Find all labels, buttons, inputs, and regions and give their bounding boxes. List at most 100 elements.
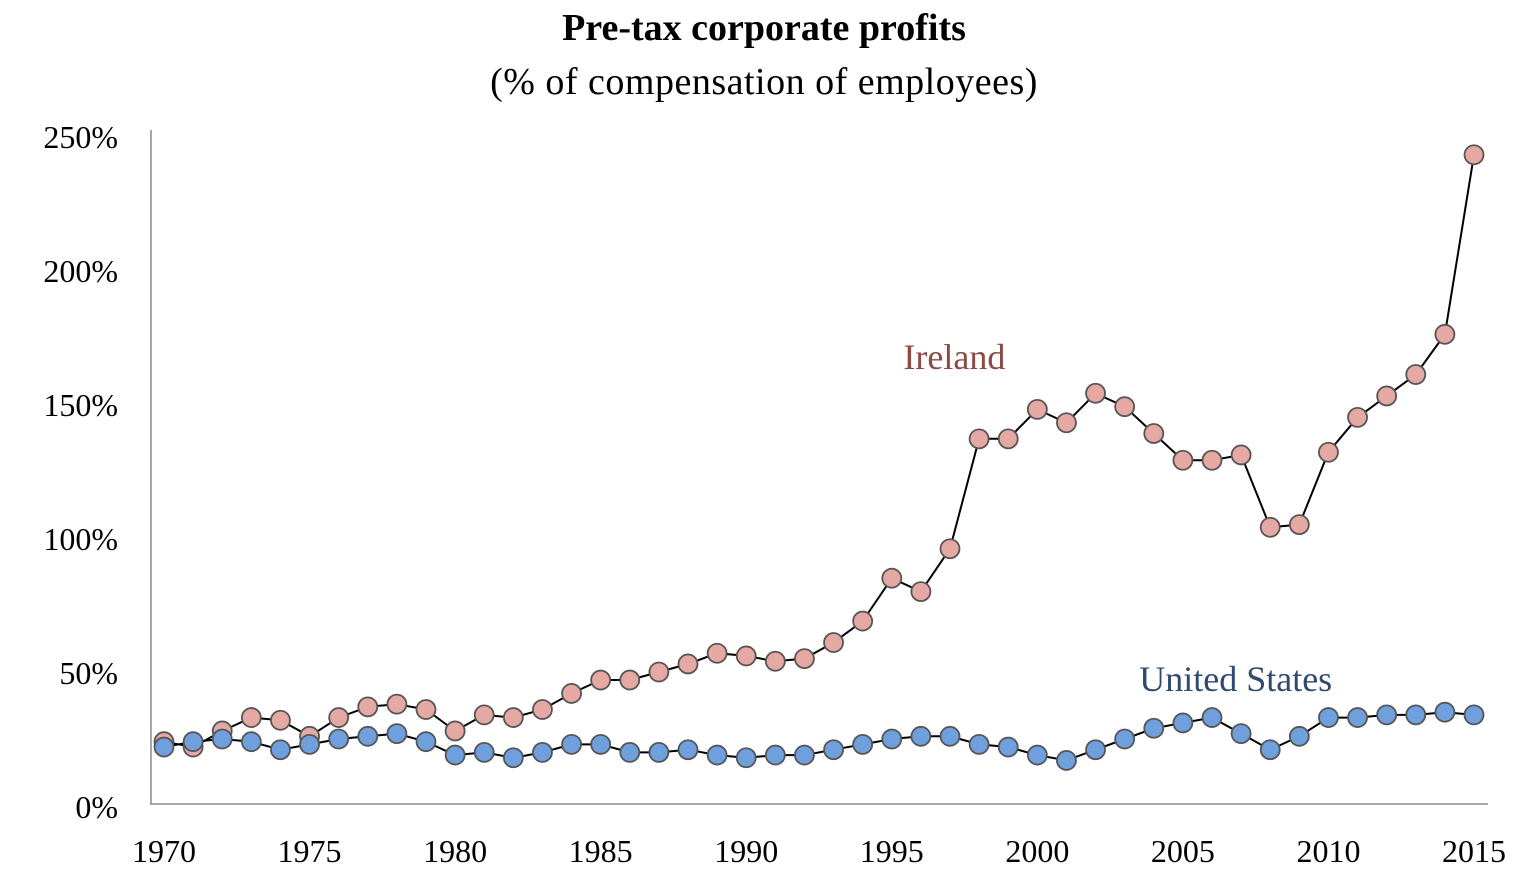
data-point	[590, 733, 612, 755]
data-point	[1026, 398, 1048, 420]
data-point	[561, 733, 582, 755]
data-point	[590, 669, 612, 691]
data-point	[997, 428, 1019, 450]
series-labels: Ireland United States	[903, 337, 1332, 699]
data-point	[1201, 449, 1223, 471]
data-point	[532, 742, 553, 763]
data-point	[1434, 701, 1456, 723]
data-point	[619, 742, 641, 763]
data-point	[648, 661, 670, 683]
data-point	[1172, 449, 1194, 471]
data-point	[939, 538, 961, 560]
data-point	[328, 728, 350, 750]
data-point	[211, 728, 233, 750]
data-point	[1405, 364, 1427, 385]
data-point	[735, 645, 757, 667]
x-tick-label: 1985	[569, 833, 633, 869]
data-point	[1259, 516, 1281, 538]
data-point	[794, 744, 815, 766]
data-point	[1114, 728, 1136, 750]
data-point	[1172, 712, 1194, 734]
data-point	[648, 742, 670, 763]
data-point	[1376, 704, 1398, 726]
y-tick-label: 100%	[43, 521, 118, 557]
data-point	[1434, 323, 1456, 345]
data-point	[910, 725, 932, 747]
y-tick-label: 250%	[43, 119, 118, 155]
data-point	[852, 733, 874, 755]
data-point	[270, 739, 291, 761]
data-point	[357, 725, 379, 747]
data-point	[1056, 412, 1077, 434]
data-point	[240, 731, 262, 753]
x-tick-label: 1990	[714, 833, 778, 869]
series-line-1	[163, 711, 1475, 762]
data-point	[357, 696, 379, 718]
data-point	[997, 736, 1019, 758]
data-point	[823, 632, 844, 653]
data-point	[1463, 704, 1485, 726]
data-point	[1347, 707, 1368, 728]
data-point	[1230, 444, 1252, 466]
data-point	[415, 731, 437, 753]
data-point	[910, 581, 932, 602]
y-tick-label: 0%	[75, 789, 118, 825]
chart-title: Pre-tax corporate profits	[562, 7, 966, 49]
data-point	[561, 683, 582, 704]
data-point	[1085, 382, 1106, 404]
data-point	[968, 733, 990, 755]
tick-labels: 0% 50% 100% 150% 200% 250% 1970 1975 1980 1985 199…	[43, 119, 1506, 869]
chart-subtitle: (% of compensation of employees)	[490, 61, 1038, 103]
data-point	[502, 747, 524, 769]
data-point	[1347, 406, 1368, 428]
data-point	[1405, 704, 1427, 726]
data-point	[299, 733, 320, 755]
data-point	[1318, 441, 1339, 463]
data-point	[386, 723, 408, 745]
y-tick-label: 50%	[59, 655, 118, 691]
x-tick-label: 2005	[1151, 833, 1215, 869]
data-point	[1201, 707, 1223, 728]
data-point	[1230, 723, 1252, 745]
series-line-0	[163, 154, 1475, 749]
data-point	[1259, 739, 1281, 761]
data-point	[794, 648, 815, 669]
data-point	[1026, 744, 1048, 766]
data-point	[182, 731, 204, 753]
data-point	[1143, 717, 1165, 739]
series-points	[153, 144, 1485, 771]
data-point	[1288, 514, 1310, 535]
data-point	[415, 699, 437, 720]
x-tick-label: 2000	[1005, 833, 1069, 869]
data-point	[386, 693, 408, 715]
data-point	[473, 742, 495, 763]
x-tick-label: 2010	[1296, 833, 1360, 869]
data-point	[706, 744, 728, 766]
data-point	[677, 739, 699, 761]
data-point	[1318, 707, 1339, 728]
data-point	[1056, 750, 1077, 771]
data-point	[764, 650, 786, 672]
y-tick-label: 150%	[43, 387, 118, 423]
data-point	[1288, 725, 1310, 747]
series-label: United States	[1139, 659, 1332, 699]
data-point	[270, 709, 291, 731]
data-point	[444, 744, 466, 766]
x-tick-label: 2015	[1442, 833, 1506, 869]
data-point	[1376, 385, 1398, 407]
data-point	[939, 725, 961, 747]
data-point	[1085, 739, 1106, 761]
data-point	[240, 707, 262, 728]
data-point	[881, 728, 903, 750]
data-point	[619, 669, 641, 691]
data-point	[706, 642, 728, 664]
data-point	[153, 736, 175, 758]
axes	[150, 130, 1488, 805]
data-point	[677, 653, 699, 675]
data-point	[473, 704, 495, 726]
x-tick-label: 1975	[278, 833, 342, 869]
data-point	[735, 747, 757, 769]
data-point	[444, 720, 466, 742]
y-tick-label: 200%	[43, 253, 118, 289]
